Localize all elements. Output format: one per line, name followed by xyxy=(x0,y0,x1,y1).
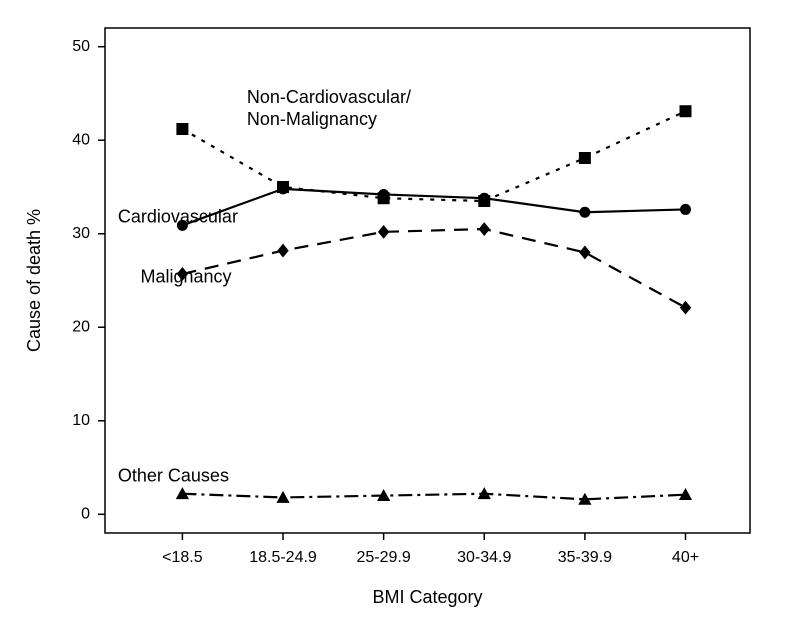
series-marker-cardio xyxy=(579,207,590,218)
series-label-malig: Malignancy xyxy=(140,266,231,286)
y-tick-label: 10 xyxy=(72,412,90,429)
series-marker-malig xyxy=(680,301,691,315)
line-chart: 0 10 20 30 40 50 Cause of death % <18.5 18.5-24.… xyxy=(0,0,800,637)
series-marker-noncardio xyxy=(579,152,591,164)
series-marker-other xyxy=(276,491,289,503)
y-tick-label: 50 xyxy=(72,38,90,55)
x-tick-label: 18.5-24.9 xyxy=(249,549,317,566)
x-tick-label: <18.5 xyxy=(162,549,203,566)
series-marker-malig xyxy=(378,225,389,239)
x-tick-label: 25-29.9 xyxy=(357,549,411,566)
series-marker-malig xyxy=(277,244,288,258)
y-tick-label: 0 xyxy=(81,506,90,523)
x-tick-label: 40+ xyxy=(672,549,699,566)
x-tick-label: 35-39.9 xyxy=(558,549,612,566)
series-marker-cardio xyxy=(378,189,389,200)
series-marker-malig xyxy=(479,222,490,236)
series-marker-cardio xyxy=(278,183,289,194)
series-marker-noncardio xyxy=(680,105,692,117)
y-axis-title: Cause of death % xyxy=(24,209,44,352)
series-marker-noncardio xyxy=(176,123,188,135)
series-label-cardio: Cardiovascular xyxy=(118,207,238,227)
chart-container: 0 10 20 30 40 50 Cause of death % <18.5 18.5-24.… xyxy=(0,0,800,637)
series-line-cardio xyxy=(182,189,685,225)
y-tick-label: 40 xyxy=(72,131,90,148)
series-line-malig xyxy=(182,229,685,308)
y-tick-label: 30 xyxy=(72,225,90,242)
x-axis-title: BMI Category xyxy=(372,587,482,607)
series-marker-malig xyxy=(579,246,590,260)
series-marker-cardio xyxy=(479,193,490,204)
y-tick-label: 20 xyxy=(72,318,90,335)
series-marker-cardio xyxy=(680,204,691,215)
series-label-noncardio: Non-Cardiovascular/Non-Malignancy xyxy=(247,87,411,129)
series-line-other xyxy=(182,494,685,500)
x-tick-label: 30-34.9 xyxy=(457,549,511,566)
series-label-other: Other Causes xyxy=(118,466,229,486)
